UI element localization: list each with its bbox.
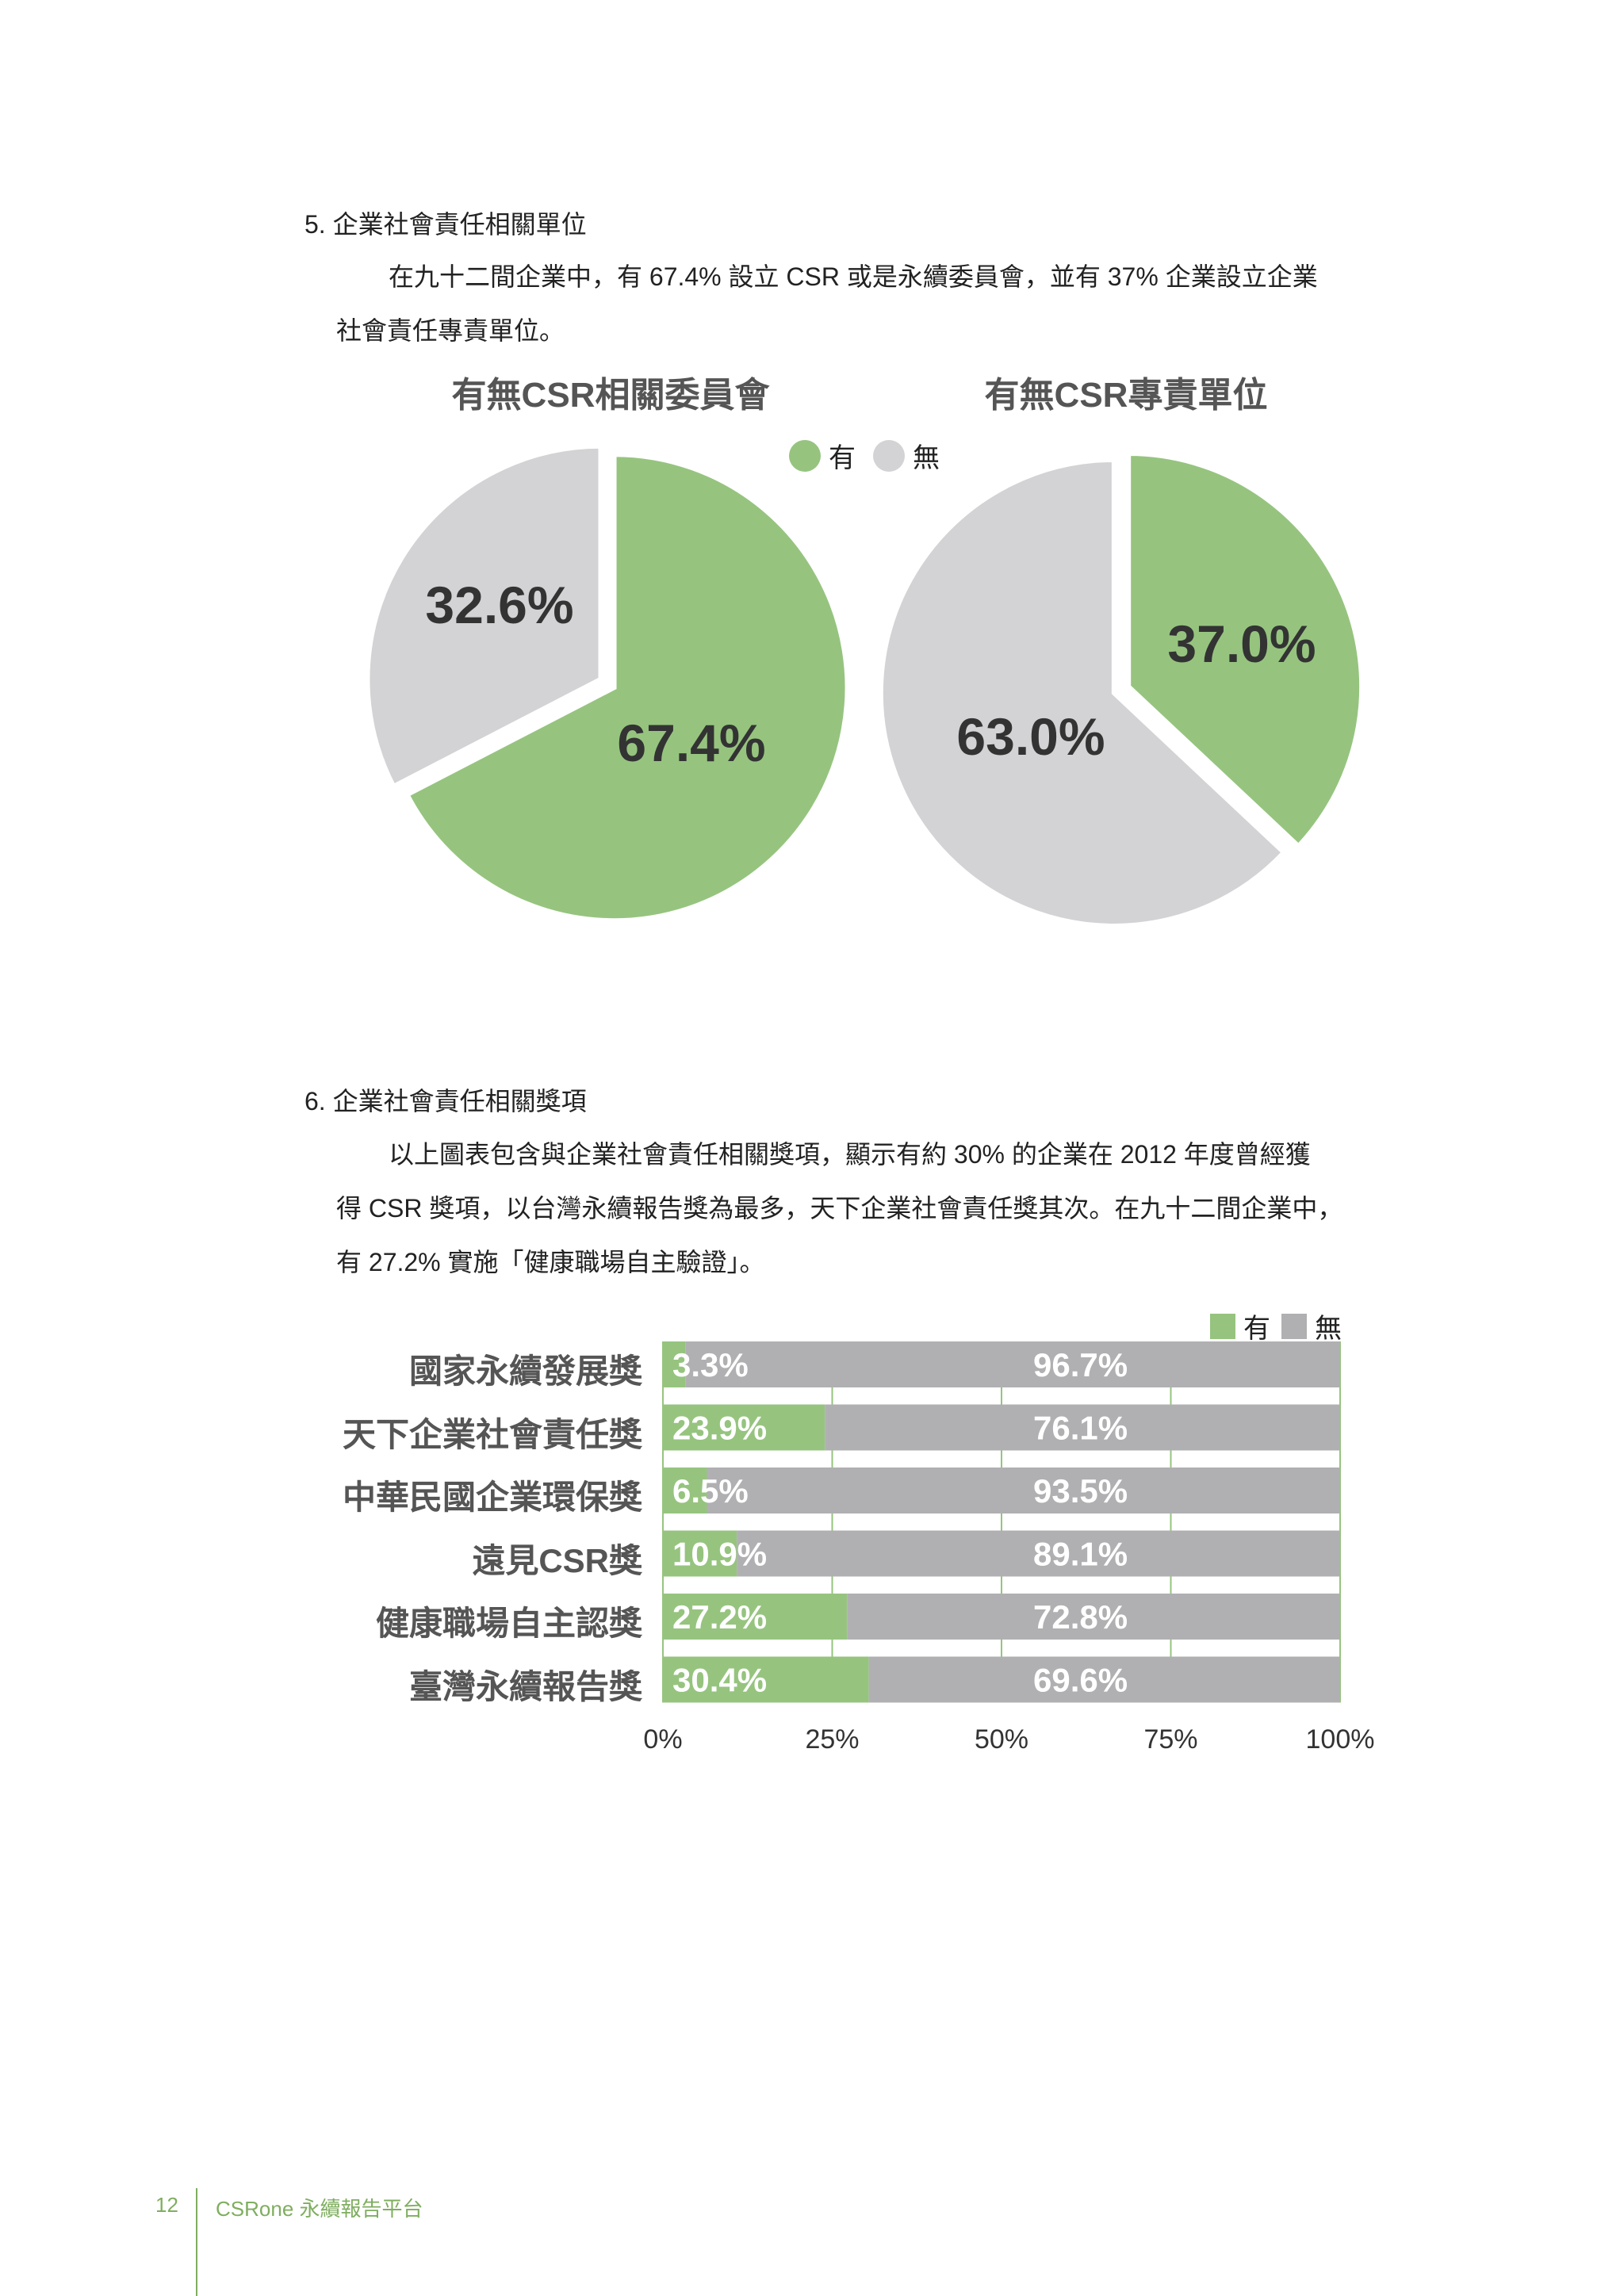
bar-label-no: 76.1% (1033, 1410, 1128, 1447)
bar-legend-yes: 有 (1210, 1307, 1270, 1345)
bar-segment-yes (663, 1341, 686, 1387)
section6-paragraph-line3: 有 27.2% 實施「健康職場自主驗證」。 (336, 1248, 765, 1276)
pie-slice-no (365, 443, 603, 790)
footer-title: CSRone 永續報告平台 (216, 2197, 423, 2221)
pie-legend-yes-label: 有 (829, 443, 856, 473)
bar-label-no: 93.5% (1033, 1472, 1128, 1510)
bar-category-label: 中華民國企業環保獎 (342, 1479, 642, 1516)
legend-swatch-no (873, 439, 905, 472)
pie-label-no: 63.0% (956, 707, 1105, 766)
bar-axis-tick: 25% (805, 1724, 859, 1755)
pie1-title: 有無CSR相關委員會 (451, 376, 770, 415)
pie-chart-committee: 67.4% 32.6% (365, 443, 850, 924)
bar-segment-yes (663, 1404, 825, 1451)
bar-legend: 有 無 (1210, 1307, 1342, 1345)
pie-legend: 有 無 (789, 436, 940, 475)
bar-segment-yes (663, 1468, 707, 1513)
bar-label-yes: 30.4% (672, 1662, 767, 1699)
bar-category-label: 健康職場自主認獎 (375, 1605, 642, 1642)
bar-axis-tick: 100% (1306, 1724, 1375, 1755)
pie-slice-yes (404, 452, 850, 924)
section5-paragraph-line2: 社會責任專責單位。 (336, 316, 565, 345)
bar-category-label: 遠見CSR獎 (472, 1541, 642, 1579)
bar-segment-yes (663, 1594, 848, 1640)
bar-segment-no (847, 1594, 1340, 1640)
bar-category-label: 天下企業社會責任獎 (342, 1415, 642, 1453)
section5-paragraph-line1: 在九十二間企業中，有 67.4% 設立 CSR 或是永續委員會，並有 37% 企… (389, 262, 1318, 291)
bar-segment-yes (663, 1656, 869, 1703)
bar-label-yes: 10.9% (672, 1536, 767, 1573)
legend-swatch-yes (789, 439, 821, 472)
bar-category-label: 國家永續發展獎 (408, 1353, 642, 1390)
bar-label-no: 69.6% (1033, 1662, 1128, 1699)
pie-charts: 67.4% 32.6% 37.0% 63.0% (365, 443, 1365, 928)
bar-segment-no (685, 1341, 1340, 1387)
bar-legend-no-label: 無 (1315, 1314, 1342, 1344)
bar-legend-yes-label: 有 (1243, 1314, 1270, 1344)
bar-label-no: 89.1% (1033, 1536, 1128, 1573)
bar-segment-no (868, 1656, 1340, 1703)
bar-label-yes: 3.3% (672, 1346, 749, 1383)
bar-label-no: 96.7% (1033, 1346, 1128, 1383)
pie-label-yes: 67.4% (617, 714, 765, 772)
pie-label-no: 32.6% (425, 576, 573, 634)
section6-paragraph-line1: 以上圖表包含與企業社會責任相關獎項，顯示有約 30% 的企業在 2012 年度曾… (389, 1140, 1311, 1169)
pie-chart-unit: 37.0% 63.0% (878, 451, 1365, 928)
bar-legend-no: 無 (1281, 1307, 1342, 1345)
bar-axis-tick: 50% (975, 1724, 1028, 1755)
pie-legend-no-label: 無 (913, 443, 940, 473)
pie2-title: 有無CSR專責單位 (984, 376, 1268, 415)
section6-paragraph-line2: 得 CSR 獎項，以台灣永續報告獎為最多，天下企業社會責任獎其次。在九十二間企業… (336, 1194, 1343, 1223)
bar-segment-no (737, 1530, 1340, 1577)
bar-category-label: 臺灣永續報告獎 (408, 1667, 642, 1705)
pie-slice-yes (1126, 451, 1365, 850)
bar-label-yes: 23.9% (672, 1410, 767, 1447)
bar-label-no: 72.8% (1033, 1598, 1128, 1636)
bar-label-yes: 6.5% (672, 1472, 749, 1510)
bar-segment-yes (663, 1530, 737, 1577)
pie-label-yes: 37.0% (1167, 614, 1316, 673)
section6-heading: 6. 企業社會責任相關獎項 (304, 1087, 587, 1115)
pie-legend-no: 無 (873, 436, 940, 475)
bar-segment-no (707, 1468, 1340, 1513)
pie-legend-yes: 有 (789, 436, 856, 475)
footer-divider (196, 2188, 197, 2296)
pie-slice-no (878, 457, 1288, 928)
page-number: 12 (155, 2193, 178, 2217)
bar-legend-swatch-no (1281, 1313, 1307, 1339)
bar-segment-no (825, 1404, 1340, 1451)
bar-axis-tick: 75% (1143, 1724, 1197, 1755)
bar-axis-tick: 0% (643, 1724, 682, 1755)
bar-chart-awards: 3.3% 96.7% 23.9% 76.1% 6.5% 93.5% 10.9% 89.1% 27… (643, 1341, 1375, 1755)
bar-legend-swatch-yes (1210, 1313, 1235, 1339)
bar-label-yes: 27.2% (672, 1598, 767, 1636)
section5-heading: 5. 企業社會責任相關單位 (304, 210, 587, 239)
